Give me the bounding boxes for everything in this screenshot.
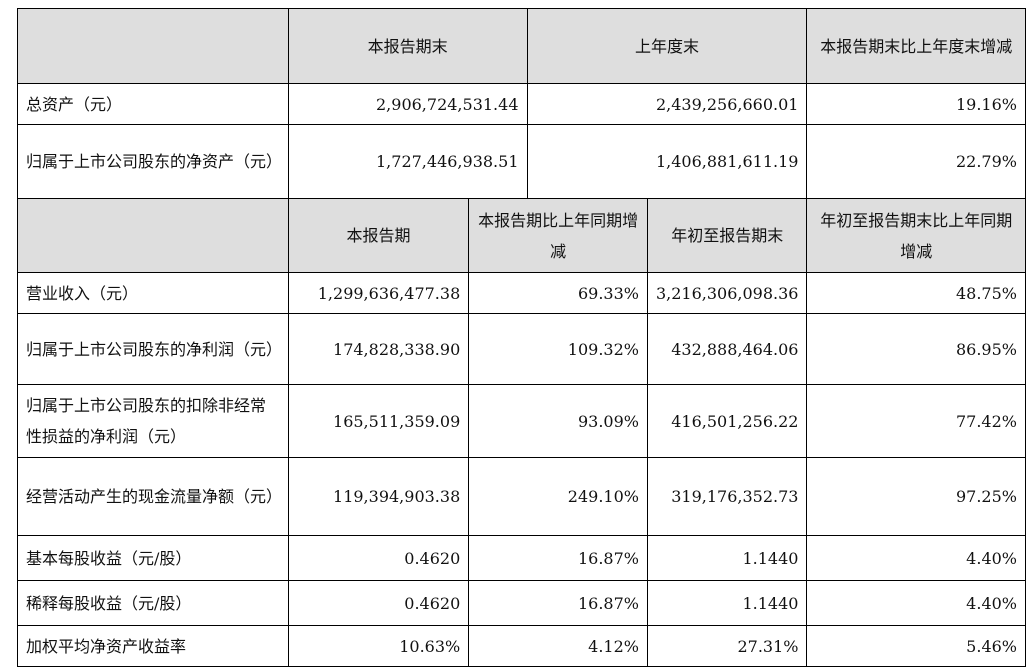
row-label: 归属于上市公司股东的净利润（元） — [17, 313, 289, 385]
row-label: 基本每股收益（元/股） — [17, 535, 289, 581]
value-current: 2,906,724,531.44 — [287, 83, 528, 125]
value-prior: 1,406,881,611.19 — [526, 124, 808, 199]
value-period-change: 69.33% — [468, 272, 648, 314]
row-label: 经营活动产生的现金流量净额（元） — [17, 457, 289, 536]
row-label: 加权平均净资产收益率 — [17, 625, 289, 667]
value-ytd: 27.31% — [646, 625, 808, 667]
header-period-change: 本报告期比上年同期增减 — [468, 198, 648, 273]
value-change: 22.79% — [806, 124, 1026, 199]
value-period-change: 16.87% — [468, 535, 648, 581]
table-row: 经营活动产生的现金流量净额（元） 119,394,903.38 249.10% … — [17, 457, 1026, 536]
value-ytd: 1.1440 — [646, 535, 808, 581]
value-period: 174,828,338.90 — [287, 313, 470, 385]
value-ytd-change: 5.46% — [806, 625, 1026, 667]
income-header-row: 本报告期 本报告期比上年同期增减 年初至报告期末 年初至报告期末比上年同期增减 — [17, 198, 1026, 273]
row-label: 归属于上市公司股东的扣除非经常性损益的净利润（元） — [17, 384, 289, 458]
value-period-change: 93.09% — [468, 384, 648, 458]
value-ytd-change: 86.95% — [806, 313, 1026, 385]
value-period-change: 109.32% — [468, 313, 648, 385]
value-ytd-change: 97.25% — [806, 457, 1026, 536]
value-ytd-change: 4.40% — [806, 535, 1026, 581]
table-row: 稀释每股收益（元/股） 0.4620 16.87% 1.1440 4.40% — [17, 580, 1026, 626]
table-row: 归属于上市公司股东的净利润（元） 174,828,338.90 109.32% … — [17, 313, 1026, 385]
row-label: 总资产（元） — [17, 83, 289, 125]
table-row: 归属于上市公司股东的净资产（元） 1,727,446,938.51 1,406,… — [17, 124, 1026, 199]
value-period: 10.63% — [287, 625, 470, 667]
value-ytd: 1.1440 — [646, 580, 808, 626]
financial-summary-table: 本报告期末 上年度末 本报告期末比上年度末增减 总资产（元） 2,906,724… — [17, 8, 1026, 667]
header-current-period-end: 本报告期末 — [287, 8, 528, 84]
value-period-change: 16.87% — [468, 580, 648, 626]
value-period: 0.4620 — [287, 580, 470, 626]
value-ytd: 319,176,352.73 — [646, 457, 808, 536]
header-blank-cell — [17, 198, 289, 273]
value-current: 1,727,446,938.51 — [287, 124, 528, 199]
header-ytd-change: 年初至报告期末比上年同期增减 — [806, 198, 1026, 273]
value-period-change: 4.12% — [468, 625, 648, 667]
balance-header-row: 本报告期末 上年度末 本报告期末比上年度末增减 — [17, 8, 1026, 84]
row-label: 稀释每股收益（元/股） — [17, 580, 289, 626]
header-ytd: 年初至报告期末 — [646, 198, 808, 273]
value-ytd-change: 48.75% — [806, 272, 1026, 314]
value-ytd-change: 77.42% — [806, 384, 1026, 458]
value-period: 119,394,903.38 — [287, 457, 470, 536]
value-ytd: 416,501,256.22 — [646, 384, 808, 458]
value-ytd-change: 4.40% — [806, 580, 1026, 626]
value-period: 0.4620 — [287, 535, 470, 581]
table-row: 基本每股收益（元/股） 0.4620 16.87% 1.1440 4.40% — [17, 535, 1026, 581]
header-blank-cell — [17, 8, 289, 84]
header-balance-change: 本报告期末比上年度末增减 — [806, 8, 1026, 84]
value-period-change: 249.10% — [468, 457, 648, 536]
table-row: 归属于上市公司股东的扣除非经常性损益的净利润（元） 165,511,359.09… — [17, 384, 1026, 458]
table-row: 总资产（元） 2,906,724,531.44 2,439,256,660.01… — [17, 83, 1026, 125]
value-period: 1,299,636,477.38 — [287, 272, 470, 314]
table-row: 加权平均净资产收益率 10.63% 4.12% 27.31% 5.46% — [17, 625, 1026, 667]
value-period: 165,511,359.09 — [287, 384, 470, 458]
row-label: 营业收入（元） — [17, 272, 289, 314]
value-ytd: 3,216,306,098.36 — [646, 272, 808, 314]
value-ytd: 432,888,464.06 — [646, 313, 808, 385]
row-label: 归属于上市公司股东的净资产（元） — [17, 124, 289, 199]
header-current-period: 本报告期 — [287, 198, 470, 273]
value-prior: 2,439,256,660.01 — [526, 83, 808, 125]
header-prior-year-end: 上年度末 — [526, 8, 808, 84]
value-change: 19.16% — [806, 83, 1026, 125]
table-row: 营业收入（元） 1,299,636,477.38 69.33% 3,216,30… — [17, 272, 1026, 314]
